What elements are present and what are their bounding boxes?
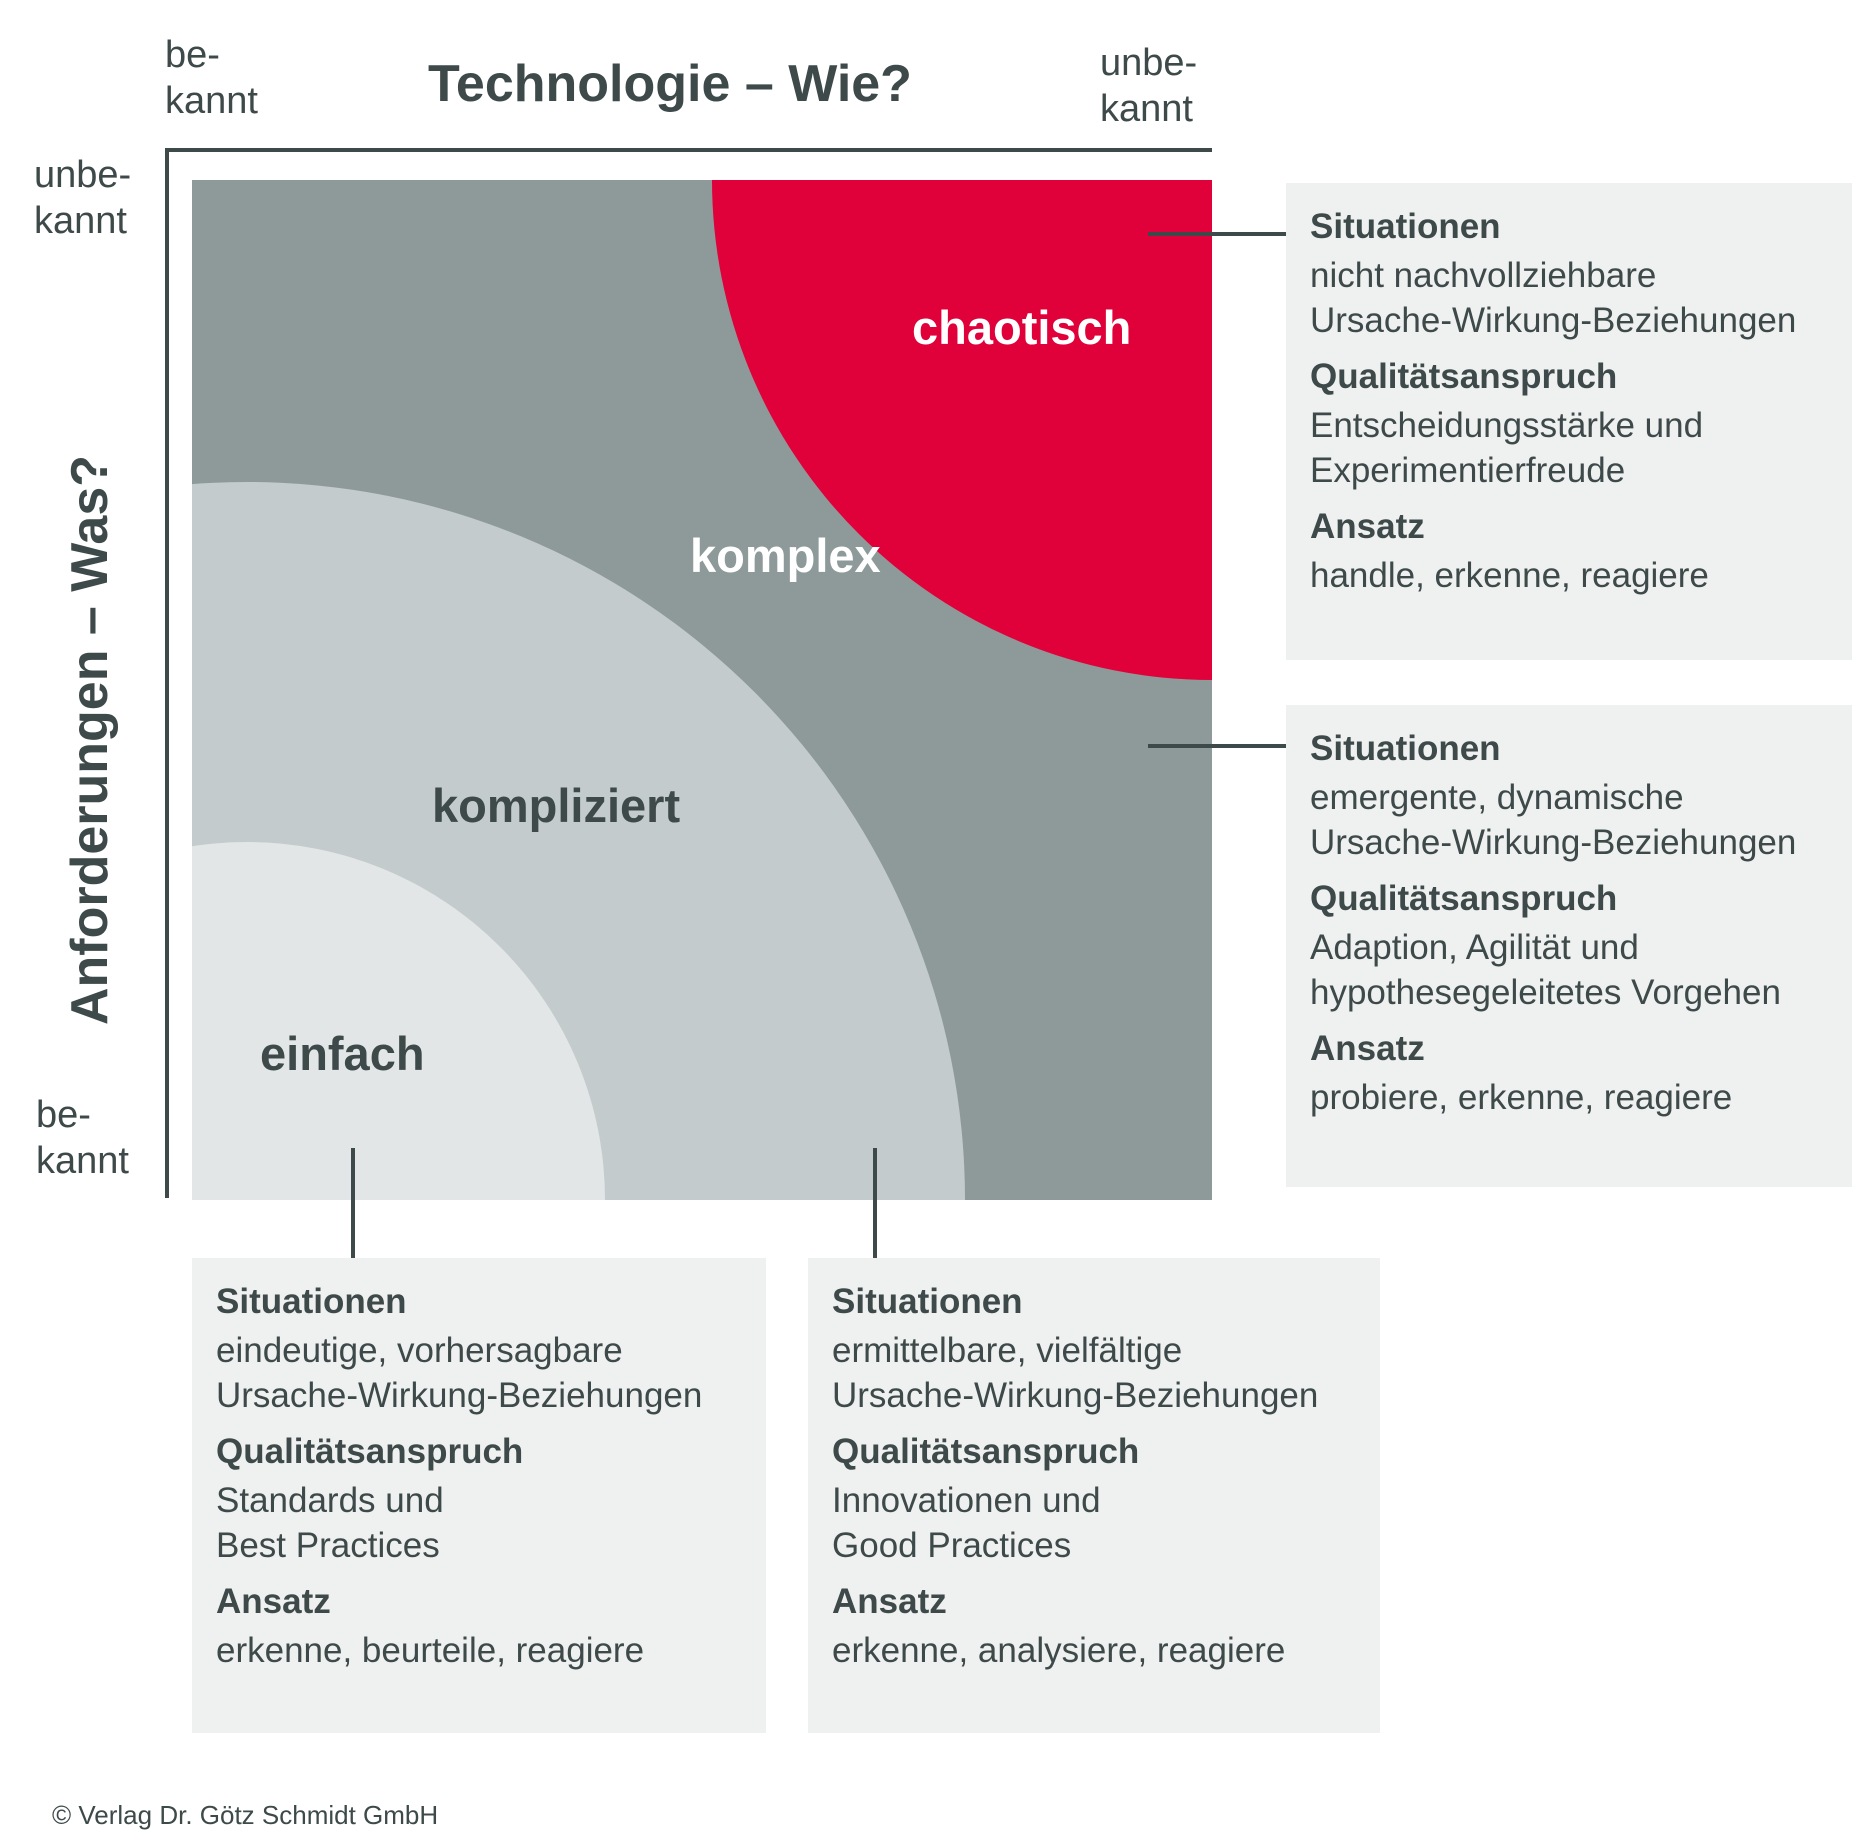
- approach-text: probiere, erkenne, reagiere: [1310, 1078, 1733, 1117]
- approach-heading: Ansatz: [216, 1582, 331, 1621]
- quality-heading: Qualitätsanspruch: [216, 1432, 524, 1471]
- situations-heading: Situationen: [1310, 729, 1501, 768]
- y-axis-title: Anforderungen – Was?: [61, 454, 119, 1026]
- simple-connector: [351, 1148, 355, 1260]
- x-axis-line: [165, 148, 1212, 152]
- approach-heading: Ansatz: [1310, 1029, 1425, 1068]
- simple-info-box: Situationen eindeutige, vorhersagbare Ur…: [192, 1258, 766, 1733]
- quality-text: Innovationen und Good Practices: [832, 1481, 1101, 1565]
- situations-heading: Situationen: [832, 1282, 1023, 1321]
- situations-text: eindeutige, vorhersagbare Ursache-Wirkun…: [216, 1331, 703, 1415]
- x-axis-title: Technologie – Wie?: [428, 55, 912, 113]
- x-axis-known-label: be- kannt: [165, 34, 258, 122]
- x-axis-unknown-label: unbe- kannt: [1100, 42, 1198, 130]
- simple-zone: [192, 842, 605, 1200]
- quality-text: Adaption, Agilität und hypothesegeleitet…: [1310, 928, 1781, 1012]
- chaotic-label: chaotisch: [912, 301, 1132, 354]
- approach-heading: Ansatz: [1310, 507, 1425, 546]
- chaotic-zone: [712, 180, 1212, 680]
- approach-text: erkenne, analysiere, reagiere: [832, 1631, 1286, 1670]
- complex-info-box: Situationen emergente, dynamische Ursach…: [1286, 705, 1852, 1187]
- y-axis-known-label: be- kannt: [36, 1094, 129, 1182]
- complicated-info-box: Situationen ermittelbare, vielfältige Ur…: [808, 1258, 1380, 1733]
- quality-text: Standards und Best Practices: [216, 1481, 444, 1565]
- approach-heading: Ansatz: [832, 1582, 947, 1621]
- copyright-notice: © Verlag Dr. Götz Schmidt GmbH: [52, 1800, 439, 1830]
- approach-text: handle, erkenne, reagiere: [1310, 556, 1709, 595]
- complicated-label: kompliziert: [432, 779, 681, 832]
- y-axis-unknown-label: unbe- kannt: [34, 154, 132, 242]
- domain-diagram: [192, 180, 1212, 1200]
- situations-heading: Situationen: [216, 1282, 407, 1321]
- situations-heading: Situationen: [1310, 207, 1501, 246]
- situations-text: emergente, dynamische Ursache-Wirkung-Be…: [1310, 778, 1797, 862]
- approach-text: erkenne, beurteile, reagiere: [216, 1631, 645, 1670]
- quality-heading: Qualitätsanspruch: [1310, 357, 1618, 396]
- complex-label: komplex: [690, 529, 881, 582]
- complicated-connector: [873, 1148, 877, 1260]
- chaotic-info-box: Situationen nicht nachvollziehbare Ursac…: [1286, 183, 1852, 660]
- situations-text: ermittelbare, vielfältige Ursache-Wirkun…: [832, 1331, 1319, 1415]
- quality-heading: Qualitätsanspruch: [832, 1432, 1140, 1471]
- quality-heading: Qualitätsanspruch: [1310, 879, 1618, 918]
- quality-text: Entscheidungsstärke und Experimentierfre…: [1310, 406, 1704, 490]
- y-axis-line: [165, 148, 169, 1198]
- situations-text: nicht nachvollziehbare Ursache-Wirkung-B…: [1310, 256, 1797, 340]
- simple-label: einfach: [260, 1027, 425, 1080]
- complex-connector: [1148, 744, 1286, 748]
- chaotic-connector: [1148, 232, 1286, 236]
